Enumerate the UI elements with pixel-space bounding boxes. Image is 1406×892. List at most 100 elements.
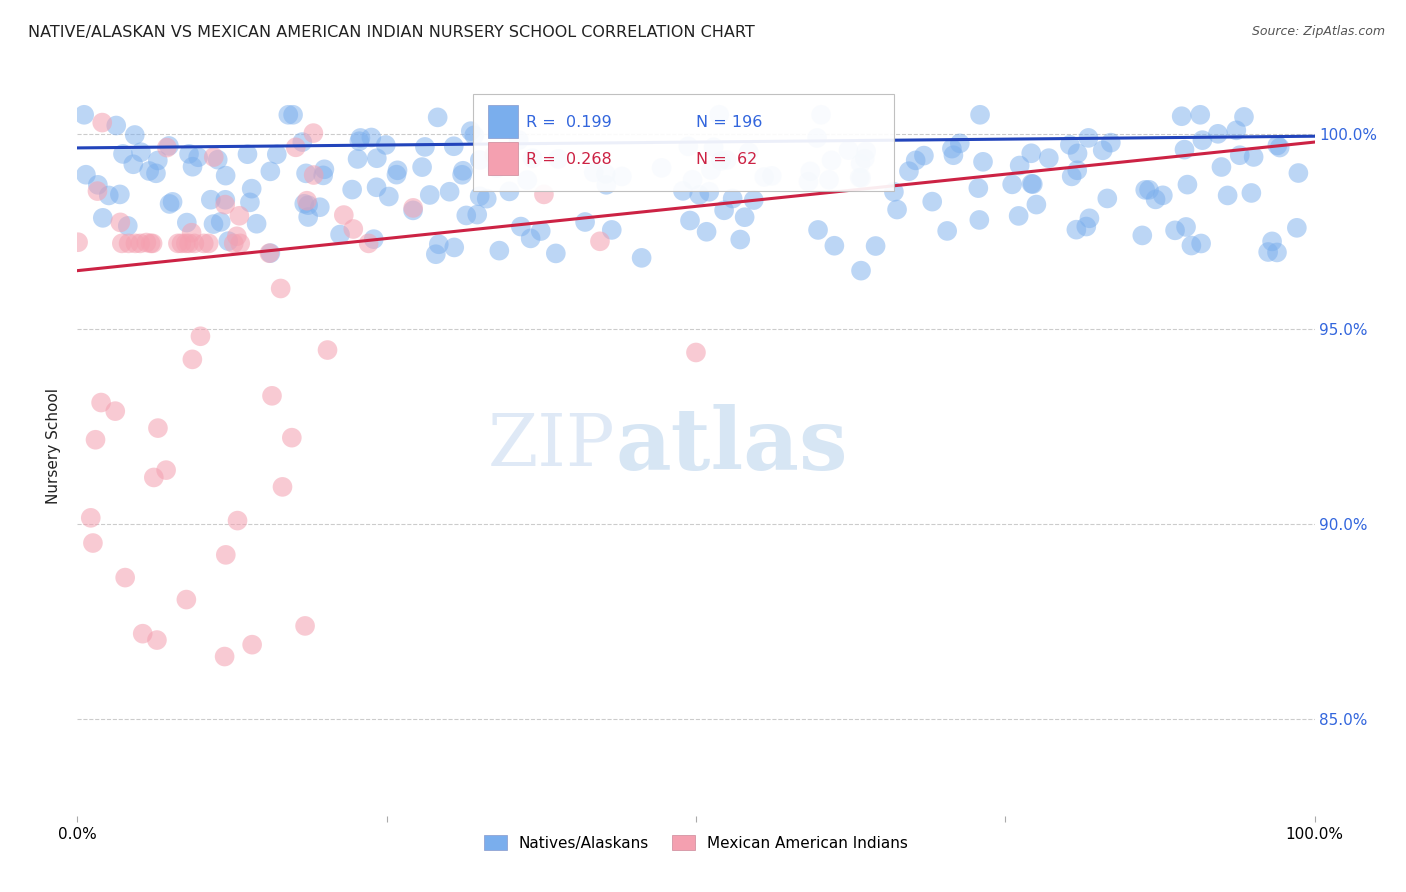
Point	[1059, 137, 1081, 152]
Point	[1076, 219, 1098, 234]
Point	[1189, 236, 1212, 251]
Point	[197, 236, 219, 251]
Point	[679, 213, 702, 227]
Text: N = 196: N = 196	[696, 115, 762, 130]
Point	[1019, 146, 1042, 161]
Point	[138, 164, 160, 178]
Point	[142, 236, 165, 251]
Point	[139, 236, 162, 251]
Point	[949, 136, 972, 151]
Point	[86, 184, 108, 198]
Point	[177, 236, 200, 251]
Point	[260, 389, 283, 403]
Point	[342, 222, 364, 236]
Point	[468, 153, 491, 167]
Point	[214, 169, 236, 183]
Point	[1285, 220, 1308, 235]
Point	[969, 213, 991, 227]
Point	[849, 263, 872, 277]
Point	[595, 178, 617, 192]
Point	[277, 108, 299, 122]
Point	[848, 170, 870, 185]
Point	[291, 135, 314, 149]
Point	[1078, 211, 1101, 226]
Point	[240, 182, 263, 196]
Point	[75, 168, 97, 182]
Point	[67, 235, 90, 250]
Point	[135, 235, 157, 250]
Point	[1130, 228, 1153, 243]
Point	[190, 329, 212, 343]
Point	[239, 195, 262, 210]
Point	[838, 143, 860, 157]
Point	[728, 233, 751, 247]
Point	[682, 173, 704, 187]
Point	[193, 236, 215, 251]
Point	[904, 153, 927, 168]
Point	[91, 115, 114, 129]
Point	[1025, 197, 1047, 211]
Point	[259, 164, 281, 178]
Point	[600, 223, 623, 237]
Point	[346, 152, 368, 166]
Point	[215, 548, 238, 562]
Point	[226, 514, 249, 528]
Point	[742, 193, 765, 207]
Point	[530, 224, 553, 238]
Point	[366, 151, 388, 165]
FancyBboxPatch shape	[474, 95, 894, 191]
Point	[1008, 159, 1031, 173]
Point	[333, 208, 356, 222]
Point	[942, 148, 965, 162]
Point	[111, 147, 134, 161]
Point	[1144, 193, 1167, 207]
Point	[108, 187, 131, 202]
Point	[443, 240, 465, 254]
Point	[1001, 178, 1024, 192]
Point	[522, 151, 544, 165]
Point	[1225, 123, 1247, 137]
Point	[246, 217, 269, 231]
Point	[488, 244, 510, 258]
Point	[589, 235, 612, 249]
Point	[582, 165, 605, 179]
Point	[180, 226, 202, 240]
Point	[797, 174, 820, 188]
Point	[302, 168, 325, 182]
Point	[302, 126, 325, 140]
Point	[851, 170, 873, 185]
Point	[117, 236, 139, 251]
Point	[73, 108, 96, 122]
Point	[146, 421, 169, 435]
Point	[1060, 169, 1083, 184]
Point	[734, 211, 756, 225]
Point	[807, 223, 830, 237]
Point	[972, 154, 994, 169]
Point	[1099, 136, 1122, 150]
Point	[413, 140, 436, 154]
Point	[810, 108, 832, 122]
Point	[1066, 163, 1088, 178]
Point	[1265, 245, 1288, 260]
Point	[1173, 143, 1195, 157]
Point	[142, 470, 165, 484]
Point	[721, 192, 744, 206]
Point	[281, 431, 304, 445]
Point	[162, 194, 184, 209]
Point	[114, 571, 136, 585]
Point	[703, 140, 725, 154]
Legend: Natives/Alaskans, Mexican American Indians: Natives/Alaskans, Mexican American India…	[478, 829, 914, 856]
Point	[117, 219, 139, 233]
Point	[475, 192, 498, 206]
Point	[678, 139, 700, 153]
Point	[849, 156, 872, 170]
Point	[1038, 151, 1060, 165]
Point	[1268, 140, 1291, 154]
Point	[129, 145, 152, 160]
Point	[451, 168, 474, 182]
Point	[425, 247, 447, 261]
Point	[427, 237, 450, 252]
Point	[411, 160, 433, 174]
Point	[688, 187, 710, 202]
Point	[818, 173, 841, 187]
